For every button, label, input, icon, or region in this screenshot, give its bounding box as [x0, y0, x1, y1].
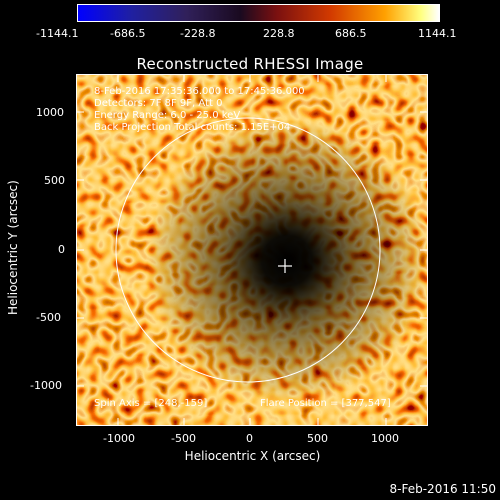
- y-tick-label: -1000: [30, 379, 62, 392]
- plot-axes-frame: [76, 74, 428, 426]
- annotation-detectors: Detectors: 7F 8F 9F, Att 0: [94, 98, 223, 109]
- footer-timestamp: 8-Feb-2016 11:50: [389, 482, 496, 496]
- annotation-energy-range: Energy Range: 6.0 - 25.0 keV: [94, 110, 241, 121]
- colorbar: [77, 4, 440, 22]
- x-tick-label: -1000: [103, 432, 135, 445]
- solar-limb-circle: [115, 117, 381, 383]
- y-tick-label: 500: [44, 174, 65, 187]
- annotation-method-counts: Back Projection Total counts: 1.15E+04: [94, 122, 291, 133]
- spin-axis-cross-icon: [278, 259, 292, 273]
- colorbar-tick: 1144.1: [418, 27, 457, 40]
- annotation-time-range: 8-Feb-2016 17:35:36.000 to 17:45:36.000: [94, 86, 305, 97]
- colorbar-tick: -686.5: [110, 27, 146, 40]
- x-axis-ticks: [117, 74, 387, 426]
- rhessi-image: 8-Feb-2016 17:35:36.000 to 17:45:36.000 …: [76, 74, 428, 426]
- dark-center-region: [76, 74, 428, 426]
- colorbar-tick: -1144.1: [36, 27, 79, 40]
- annotation-spin-axis: Spin Axis = [248,-159]: [94, 398, 208, 409]
- x-tick-label: 500: [307, 432, 328, 445]
- colorbar-tick: 686.5: [335, 27, 367, 40]
- x-axis-label: Heliocentric X (arcsec): [184, 449, 321, 463]
- image-canvas: [76, 74, 428, 426]
- y-tick-label: -500: [36, 311, 61, 324]
- colorbar-tick: -228.8: [180, 27, 216, 40]
- y-tick-label: 0: [58, 243, 65, 256]
- y-axis-label: Heliocentric Y (arcsec): [6, 180, 20, 315]
- colorbar-tick: 228.8: [263, 27, 295, 40]
- plot-title: Reconstructed RHESSI Image: [136, 55, 364, 73]
- y-tick-label: 1000: [36, 106, 64, 119]
- x-tick-label: -500: [171, 432, 196, 445]
- x-tick-label: 0: [246, 432, 253, 445]
- x-tick-label: 1000: [371, 432, 399, 445]
- annotation-flare-position: Flare Position = [377,547]: [260, 398, 391, 409]
- y-axis-ticks: [76, 111, 428, 387]
- axes-svg: [76, 74, 428, 426]
